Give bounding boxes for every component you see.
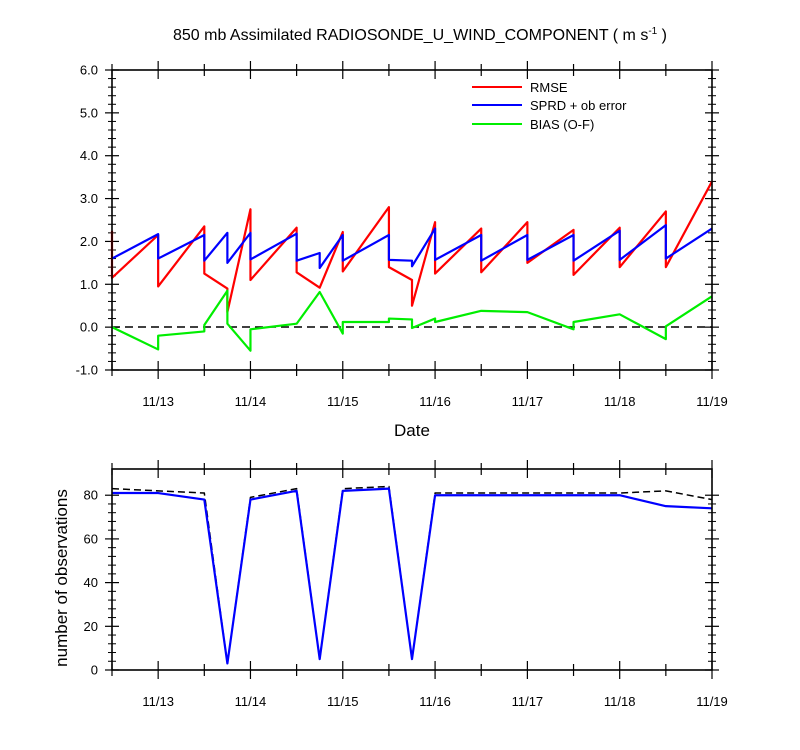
y-tick-label: 20 [84,619,98,634]
bottom-chart-frame [111,468,713,671]
y-tick-label: 0.0 [80,320,98,335]
top-chart: -1.00.01.02.03.04.05.06.0 11/13 11/14 11/1… [76,61,728,440]
bottom-chart: 0 20 40 60 80 11/13 11/14 11/15 11/16 11/17 11/18… [52,460,728,709]
x-tick-label: 11/19 [696,694,728,709]
top-chart-series [110,180,713,352]
x-tick-label: 11/15 [327,694,359,709]
bottom-chart-y-tick-labels: 0 20 40 60 80 [84,488,98,678]
bottom-chart-series [111,485,713,665]
series-line-chart1-series-1 [112,487,713,665]
y-tick-label: 2.0 [80,234,98,249]
x-tick-label: 11/16 [419,694,451,709]
series-line-chart1-series-0 [111,485,713,665]
x-tick-label: 11/14 [235,394,267,409]
series-line-rmse [110,180,713,314]
legend: RMSE SPRD + ob error BIAS (O-F) [472,80,627,132]
legend-label-sprd: SPRD + ob error [530,98,627,113]
y-tick-label: 6.0 [80,63,98,78]
x-tick-label: 11/18 [604,394,636,409]
legend-label-rmse: RMSE [530,80,568,95]
y-tick-label: 3.0 [80,191,98,206]
x-tick-label: 11/17 [512,694,544,709]
y-tick-label: 40 [84,575,98,590]
y-tick-label: -1.0 [76,363,98,378]
legend-label-bias: BIAS (O-F) [530,117,594,132]
x-tick-label: 11/16 [419,394,451,409]
y-tick-label: 80 [84,488,98,503]
y-axis-label-observations: number of observations [52,489,71,667]
x-tick-label: 11/14 [235,694,267,709]
y-tick-label: 1.0 [80,277,98,292]
top-chart-x-tick-labels: 11/13 11/14 11/15 11/16 11/17 11/18 11/19 [142,394,727,409]
x-axis-label: Date [394,421,430,440]
y-tick-label: 4.0 [80,148,98,163]
chart-title: 850 mb Assimilated RADIOSONDE_U_WIND_COM… [173,26,667,44]
top-chart-y-tick-labels: -1.0 0.0 1.0 2.0 3.0 4.0 5.0 6.0 [76,63,98,378]
x-tick-label: 11/19 [696,394,728,409]
bottom-chart-x-tick-labels: 11/13 11/14 11/15 11/16 11/17 11/18 11/19 [142,694,727,709]
x-tick-label: 11/15 [327,394,359,409]
x-tick-label: 11/17 [512,394,544,409]
y-tick-label: 0 [91,663,98,678]
chart-title-suffix: ) [657,27,667,44]
chart-title-main: 850 mb Assimilated RADIOSONDE_U_WIND_COM… [173,27,648,44]
series-line-bias-o-f [111,289,713,352]
chart-title-exponent: -1 [648,26,657,37]
x-tick-label: 11/13 [142,394,174,409]
top-chart-frame [111,69,713,371]
x-tick-label: 11/18 [604,694,636,709]
y-tick-label: 5.0 [80,105,98,120]
y-tick-label: 60 [84,531,98,546]
series-line-sprd-ob-error [111,224,713,270]
x-tick-label: 11/13 [142,694,174,709]
